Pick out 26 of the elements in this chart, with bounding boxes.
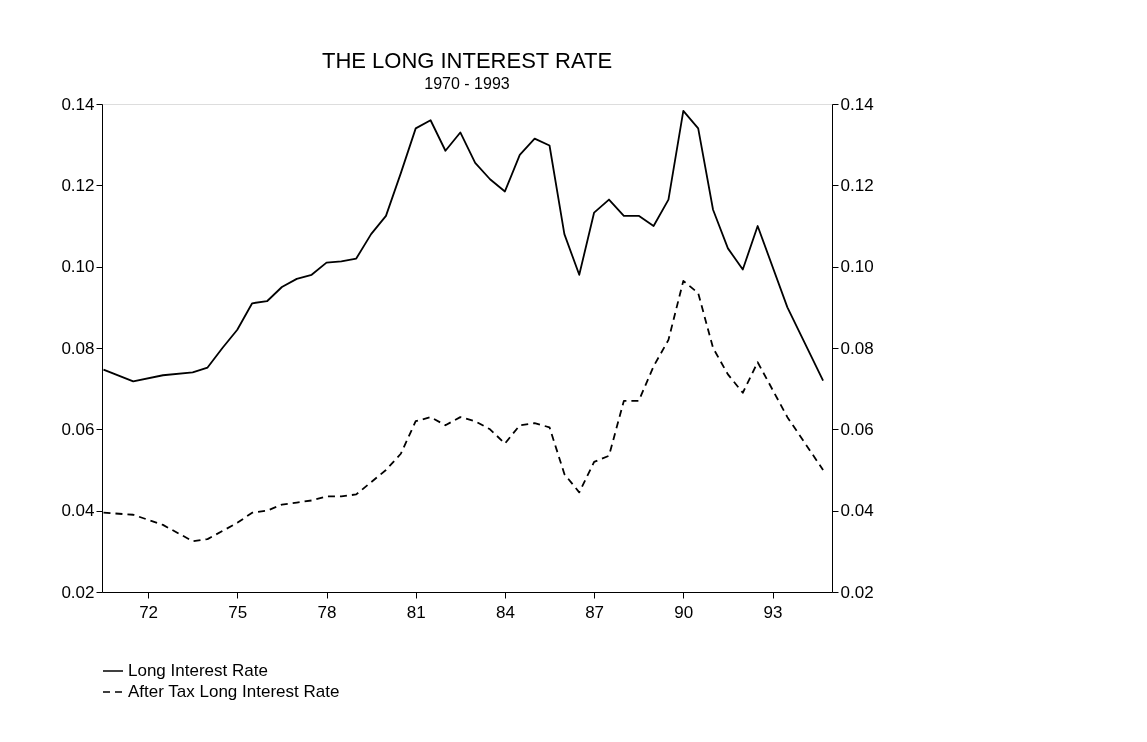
y-tick-label: 0.08 <box>61 338 95 358</box>
x-tick-label: 93 <box>763 602 783 622</box>
chart-subtitle: 1970 - 1993 <box>424 75 510 92</box>
y-tick-label: 0.04 <box>61 501 95 521</box>
y-tick-label: 0.06 <box>61 419 95 439</box>
y2-tick-label: 0.04 <box>840 501 874 521</box>
y2-tick-label: 0.02 <box>840 582 874 602</box>
y-tick-label: 0.14 <box>61 94 95 114</box>
x-tick-label: 87 <box>585 602 605 622</box>
y-tick-label: 0.10 <box>61 257 95 277</box>
x-tick-label: 72 <box>139 602 159 622</box>
legend-label: After Tax Long Interest Rate <box>128 682 340 701</box>
x-tick-label: 90 <box>674 602 694 622</box>
y-tick-label: 0.02 <box>61 582 95 602</box>
x-tick-label: 81 <box>406 602 426 622</box>
y2-tick-label: 0.06 <box>840 419 874 439</box>
x-tick-label: 75 <box>228 602 248 622</box>
y2-tick-label: 0.14 <box>840 94 874 114</box>
y2-tick-label: 0.10 <box>840 257 874 277</box>
chart-title: THE LONG INTEREST RATE <box>321 48 613 73</box>
y2-tick-label: 0.08 <box>840 338 874 358</box>
x-tick-label: 84 <box>495 602 515 622</box>
y-tick-label: 0.12 <box>61 175 95 195</box>
y2-tick-label: 0.12 <box>840 175 874 195</box>
legend-label: Long Interest Rate <box>128 661 268 680</box>
x-tick-label: 78 <box>317 602 337 622</box>
